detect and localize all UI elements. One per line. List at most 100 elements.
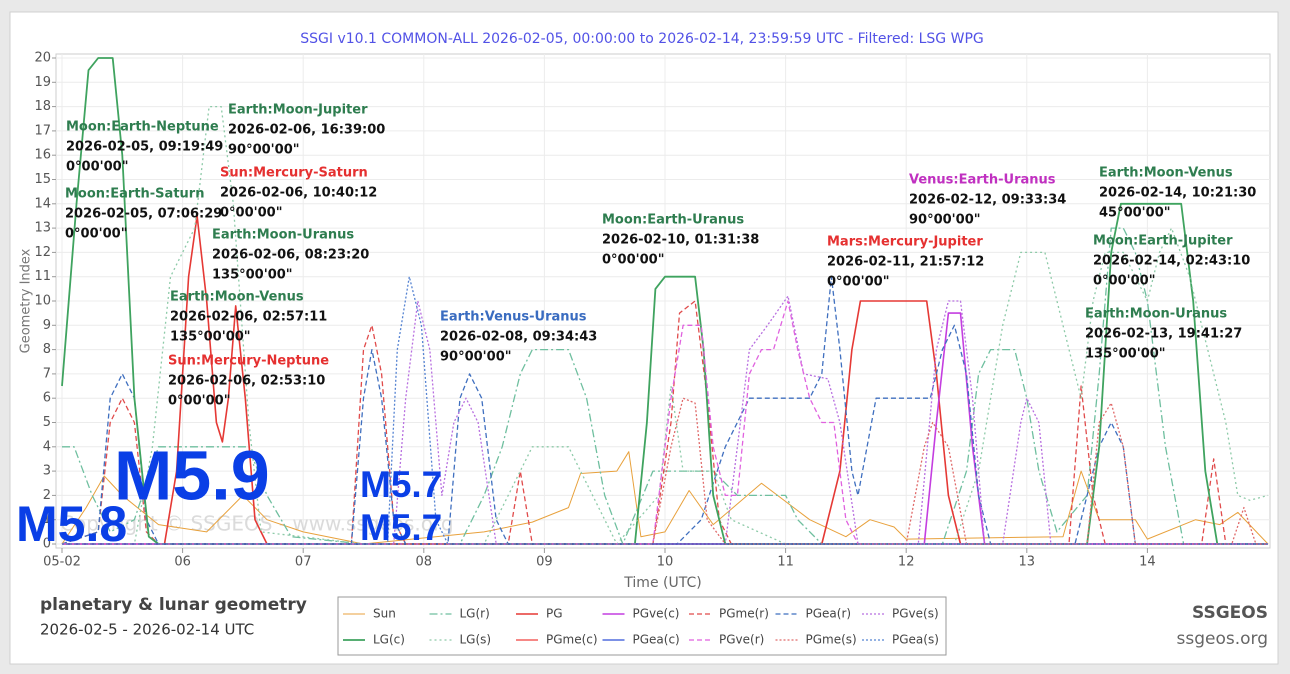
annotation-title: Venus:Earth-Uranus (909, 173, 1056, 188)
y-tick-label: 4 (43, 439, 51, 454)
annotation-date: 2026-02-14, 10:21:30 (1099, 186, 1256, 201)
y-tick-label: 5 (43, 415, 51, 430)
y-tick-label: 18 (34, 99, 51, 114)
legend-label: PGme(s) (806, 633, 857, 647)
x-tick-label: 13 (1019, 555, 1036, 570)
annotation-date: 2026-02-05, 07:06:29 (65, 207, 222, 222)
annotation-title: Earth:Moon-Venus (170, 290, 304, 305)
chart-title: SSGI v10.1 COMMON-ALL 2026-02-05, 00:00:… (300, 31, 983, 47)
x-tick-label: 05-02 (43, 555, 81, 570)
y-tick-label: 12 (34, 245, 51, 260)
annotation-title: Moon:Earth-Saturn (65, 187, 204, 202)
x-tick-label: 12 (898, 555, 915, 570)
annotation-date: 2026-02-10, 01:31:38 (602, 233, 759, 248)
x-axis-label: Time (UTC) (623, 575, 701, 591)
annotation-title: Earth:Venus-Uranus (440, 310, 587, 325)
annotation-title: Earth:Moon-Uranus (1085, 307, 1227, 322)
annotation-angle: 0°00'00" (65, 227, 127, 242)
y-tick-label: 8 (43, 342, 51, 357)
annotation-angle: 0°00'00" (168, 394, 230, 409)
annotation-title: Mars:Mercury-Jupiter (827, 235, 983, 250)
annotation-title: Moon:Earth-Jupiter (1093, 234, 1233, 249)
annotation-date: 2026-02-06, 02:53:10 (168, 374, 325, 389)
annotation-date: 2026-02-13, 19:41:27 (1085, 327, 1242, 342)
annotation-angle: 0°00'00" (602, 253, 664, 268)
annotation-date: 2026-02-12, 09:33:34 (909, 193, 1066, 208)
legend-label: PG (546, 607, 563, 621)
legend-label: PGve(c) (633, 607, 680, 621)
series-line (61, 57, 1268, 545)
annotation-angle: 90°00'00" (909, 213, 981, 228)
annotation-angle: 0°00'00" (220, 206, 282, 221)
x-tick-label: 07 (295, 555, 312, 570)
annotation-title: Earth:Moon-Venus (1099, 166, 1233, 181)
footer-brand: SSGEOS (1192, 603, 1268, 623)
annotation-date: 2026-02-14, 02:43:10 (1093, 254, 1250, 269)
y-tick-label: 6 (43, 391, 51, 406)
annotation-angle: 135°00'00" (1085, 347, 1166, 362)
quake-label: M5.8 (16, 496, 127, 552)
y-tick-label: 13 (34, 221, 51, 236)
legend-label: PGme(c) (546, 633, 598, 647)
annotation-angle: 0°00'00" (66, 160, 128, 175)
y-tick-label: 16 (34, 148, 51, 163)
y-tick-label: 20 (34, 51, 51, 66)
y-tick-label: 7 (43, 366, 51, 381)
y-tick-label: 17 (34, 123, 51, 138)
annotation-title: Earth:Moon-Uranus (212, 228, 354, 243)
annotation-date: 2026-02-06, 02:57:11 (170, 310, 327, 325)
legend-label: LG(r) (460, 607, 490, 621)
y-tick-label: 3 (43, 464, 51, 479)
legend-label: Sun (373, 607, 396, 621)
legend-label: PGea(r) (806, 607, 852, 621)
series-line (61, 451, 1269, 545)
annotation-angle: 90°00'00" (228, 143, 300, 158)
y-tick-label: 1 (43, 512, 51, 527)
y-tick-label: 15 (34, 172, 51, 187)
x-tick-label: 10 (657, 555, 674, 570)
annotation-date: 2026-02-05, 09:19:49 (66, 140, 223, 155)
legend-label: PGve(s) (892, 607, 939, 621)
legend (337, 596, 947, 656)
footer-range: 2026-02-5 - 2026-02-14 UTC (40, 621, 254, 639)
annotation-title: Moon:Earth-Uranus (602, 213, 744, 228)
annotation-angle: 0°00'00" (827, 275, 889, 290)
quake-label: M5.7 (360, 464, 442, 505)
legend-label: LG(c) (373, 633, 405, 647)
series-line (62, 300, 1268, 545)
footer-heading: planetary & lunar geometry (40, 595, 307, 615)
y-tick-label: 19 (34, 75, 51, 90)
y-tick-label: 2 (43, 488, 51, 503)
annotation-date: 2026-02-06, 10:40:12 (220, 186, 377, 201)
y-tick-label: 14 (34, 196, 51, 211)
quake-label: M5.7 (360, 507, 442, 548)
y-tick-label: 9 (43, 318, 51, 333)
annotation-title: Sun:Mercury-Saturn (220, 166, 368, 181)
annotation-angle: 135°00'00" (170, 330, 251, 345)
x-tick-label: 08 (416, 555, 433, 570)
series-line (62, 295, 1268, 545)
legend-label: LG(s) (460, 633, 492, 647)
y-tick-label: 0 (43, 537, 51, 552)
annotation-date: 2026-02-08, 09:34:43 (440, 330, 597, 345)
y-tick-label: 11 (34, 269, 51, 284)
legend-label: PGea(c) (633, 633, 680, 647)
legend-label: PGve(r) (719, 633, 764, 647)
annotation-date: 2026-02-06, 16:39:00 (228, 123, 385, 138)
footer-site: ssgeos.org (1176, 629, 1268, 649)
series-line (62, 397, 1268, 545)
x-tick-label: 09 (536, 555, 553, 570)
annotation-title: Earth:Moon-Jupiter (228, 103, 368, 118)
series-line (62, 215, 1268, 545)
annotation-title: Sun:Mercury-Neptune (168, 354, 329, 369)
annotation-date: 2026-02-06, 08:23:20 (212, 248, 369, 263)
annotation-angle: 0°00'00" (1093, 274, 1155, 289)
series-line (61, 276, 1268, 545)
annotation-date: 2026-02-11, 21:57:12 (827, 255, 984, 270)
legend-label: PGea(s) (892, 633, 939, 647)
series-line (62, 105, 1269, 545)
series-line (62, 276, 1268, 545)
series-line (62, 312, 1268, 545)
annotation-angle: 45°00'00" (1099, 206, 1171, 221)
